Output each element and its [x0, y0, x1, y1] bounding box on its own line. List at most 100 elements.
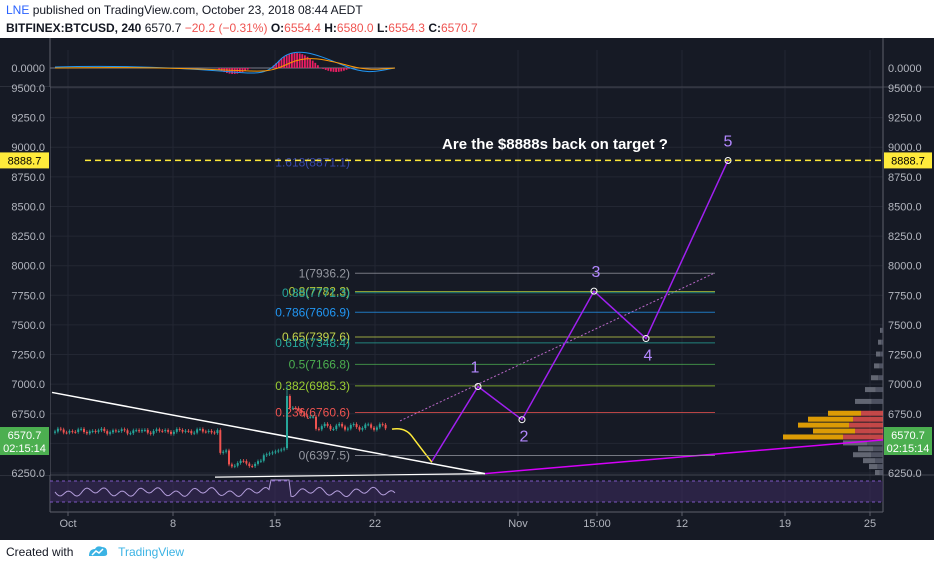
- candle-body: [216, 430, 219, 434]
- candle-body: [373, 427, 375, 430]
- wave-point: [590, 287, 598, 295]
- price-chart[interactable]: 1(7936.2) 0.8(7782.3)0.88(7771.3) 0.786(76…: [0, 38, 934, 540]
- volume-profile-bar: [861, 410, 883, 416]
- macd-bar: [304, 55, 306, 68]
- left-last-badge: [0, 427, 49, 456]
- fib-level-label: 0.8(7782.3): [289, 284, 350, 298]
- candle-body: [361, 428, 364, 430]
- left-tick-label: 6250.0: [11, 468, 45, 480]
- macd-bar: [330, 68, 332, 72]
- candle-body: [213, 432, 216, 434]
- fib-level-label: 1(7936.2): [299, 266, 350, 280]
- candle-body: [225, 450, 228, 452]
- candle-body: [109, 432, 112, 434]
- right-macd-label: 0.0000: [888, 63, 922, 75]
- macd-bar: [244, 68, 246, 71]
- tradingview-link[interactable]: TradingView: [118, 545, 185, 560]
- macd-bar: [327, 68, 330, 71]
- descending-trendline: [51, 391, 486, 475]
- candle-body: [100, 428, 103, 431]
- candle-body: [54, 431, 56, 433]
- candle-body: [59, 428, 62, 430]
- volume-profile-bar: [869, 464, 878, 470]
- volume-profile-bar: [875, 458, 883, 464]
- volume-profile-bar: [871, 375, 879, 381]
- candle-body: [228, 450, 230, 465]
- publish-info: LNE published on TradingView.com, Octobe…: [6, 3, 363, 17]
- time-axis: Oct 8 15 22 Nov 15:00 12 19 25: [0, 511, 934, 540]
- macd-bar: [335, 68, 337, 72]
- candle-body: [65, 432, 68, 434]
- left-axis-bg: [0, 87, 50, 475]
- macd-bar: [275, 63, 278, 68]
- candle-body: [167, 430, 170, 432]
- macd-bar: [293, 53, 296, 68]
- candle-body: [265, 454, 268, 456]
- left-target-badge-label: 8888.7: [8, 155, 42, 167]
- fib-level-label: 0(6397.5): [299, 449, 350, 463]
- candle-body: [164, 430, 167, 432]
- candle-body: [207, 430, 210, 432]
- candle-body: [370, 424, 373, 428]
- candle-body: [248, 463, 251, 467]
- left-last-badge-label: 6570.7: [8, 430, 42, 442]
- macd-bar: [317, 65, 319, 68]
- macd-bar: [332, 68, 335, 72]
- fib-level-label: 0.618(7348.4): [275, 336, 350, 350]
- candle-body: [181, 430, 184, 432]
- macd-bar: [340, 68, 343, 72]
- volume-profile-bar: [874, 363, 880, 369]
- macd-bar: [228, 68, 231, 74]
- volume-profile-bar: [853, 452, 871, 458]
- candle-body: [335, 425, 338, 430]
- candle-body: [187, 430, 190, 432]
- candle-body: [233, 465, 236, 467]
- time-tick-label: 12: [676, 518, 688, 530]
- candle-body: [230, 464, 233, 467]
- candle-body: [355, 424, 358, 428]
- left-tick-label: 8750.0: [11, 172, 45, 184]
- candle-body: [56, 428, 59, 432]
- volume-profile-bar: [876, 351, 881, 357]
- volume-profile-bar: [855, 428, 883, 434]
- fib-level-label: 0.382(6985.3): [275, 379, 350, 393]
- candle-body: [141, 430, 143, 432]
- volume-profile-bar: [783, 434, 843, 440]
- macd-bar: [314, 62, 317, 68]
- macd-line: [54, 51, 396, 74]
- macd-bar: [218, 68, 220, 70]
- candle-body: [161, 430, 164, 432]
- candle-body: [367, 424, 370, 426]
- candle-body: [178, 429, 181, 431]
- macd-bar: [285, 55, 288, 68]
- right-tick-label: 9500.0: [888, 83, 922, 95]
- rsi-band: [50, 481, 883, 502]
- candle-body: [364, 424, 367, 429]
- time-tick-label: 15: [269, 518, 281, 530]
- candle-body: [257, 461, 259, 464]
- candle-body: [326, 423, 329, 426]
- right-tick-label: 8000.0: [888, 261, 922, 273]
- candle-body: [132, 430, 135, 434]
- right-target-badge: [884, 152, 932, 169]
- left-macd-label: 0.0000: [11, 63, 45, 75]
- right-tick-label: 7750.0: [888, 290, 922, 302]
- volume-profile-bar: [878, 375, 883, 381]
- time-tick-label: Nov: [508, 518, 528, 530]
- candle-body: [193, 432, 196, 434]
- candle-body: [242, 460, 245, 462]
- volume-profile-bar: [853, 416, 883, 422]
- right-tick-label: 9000.0: [888, 142, 922, 154]
- wave-point: [474, 383, 482, 391]
- created-with-text: Created with: [6, 545, 74, 560]
- wave-label: 1: [471, 360, 480, 377]
- macd-bar: [233, 68, 236, 74]
- volume-profile-bar: [880, 327, 882, 333]
- macd-bar: [272, 65, 275, 68]
- candle-body: [222, 451, 225, 453]
- candle-body: [74, 431, 77, 433]
- author-link[interactable]: LNE: [6, 3, 30, 17]
- macd-bar: [343, 68, 345, 71]
- candle-body: [344, 426, 346, 430]
- candle-body: [62, 429, 65, 433]
